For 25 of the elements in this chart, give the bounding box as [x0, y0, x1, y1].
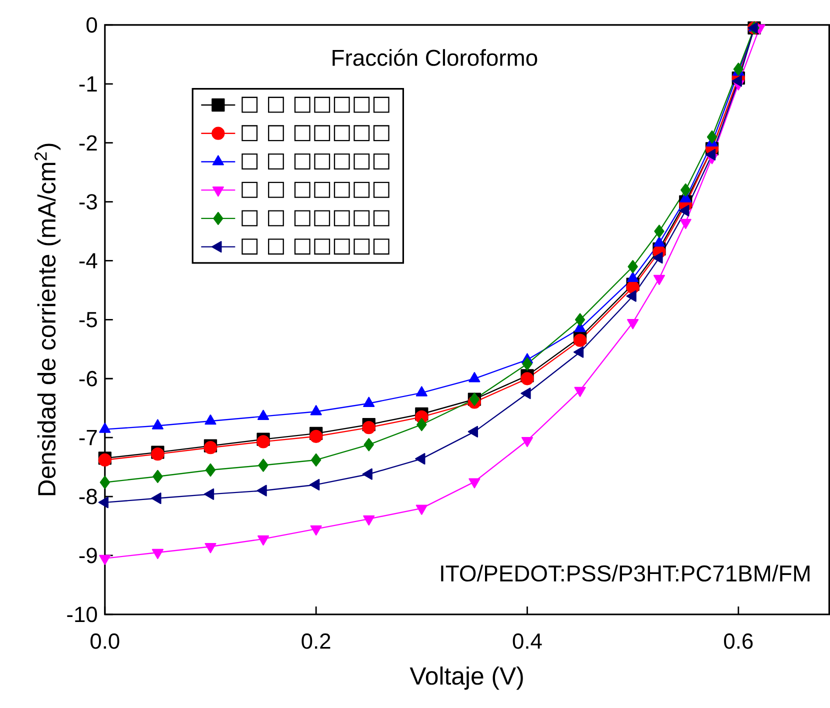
y-tick-label: -6: [79, 370, 97, 386]
y-tick-label: -10: [67, 606, 97, 622]
legend-label: □ □ □□□□□: [242, 238, 390, 254]
legend-label: □ □ □□□□□: [242, 96, 390, 113]
y-axis-title: Densidad de corriente (mA/cm$^{2}$): [34, 144, 61, 496]
y-tick-label: -2: [79, 135, 97, 150]
x-axis-title: Voltaje (V): [410, 666, 523, 690]
legend-label: □ □ □□□□□: [242, 210, 390, 226]
y-tick-label: -7: [79, 430, 97, 445]
legend-label: □ □ □□□□□: [242, 182, 390, 198]
x-tick-label: 0.2: [302, 633, 330, 649]
y-tick-label: -8: [79, 488, 97, 504]
x-tick-label: 0.4: [512, 633, 542, 649]
y-tick-label: -9: [79, 548, 97, 564]
x-tick-label: 0.0: [90, 633, 120, 649]
y-tick-label: -3: [79, 194, 97, 210]
y-tick-label: 0: [86, 17, 97, 33]
legend-label: □ □ □□□□□: [242, 125, 390, 141]
y-tick-label: -4: [79, 253, 98, 268]
legend-label: □ □ □□□□□: [242, 153, 390, 170]
annotation: Fracción Cloroformo: [332, 48, 538, 66]
y-tick-label: -5: [79, 312, 97, 328]
x-tick-label: 0.6: [724, 633, 753, 649]
annotation: ITO/PEDOT:PSS/P3HT:PC71BM/FM: [441, 564, 810, 582]
y-tick-label: -1: [79, 76, 97, 92]
